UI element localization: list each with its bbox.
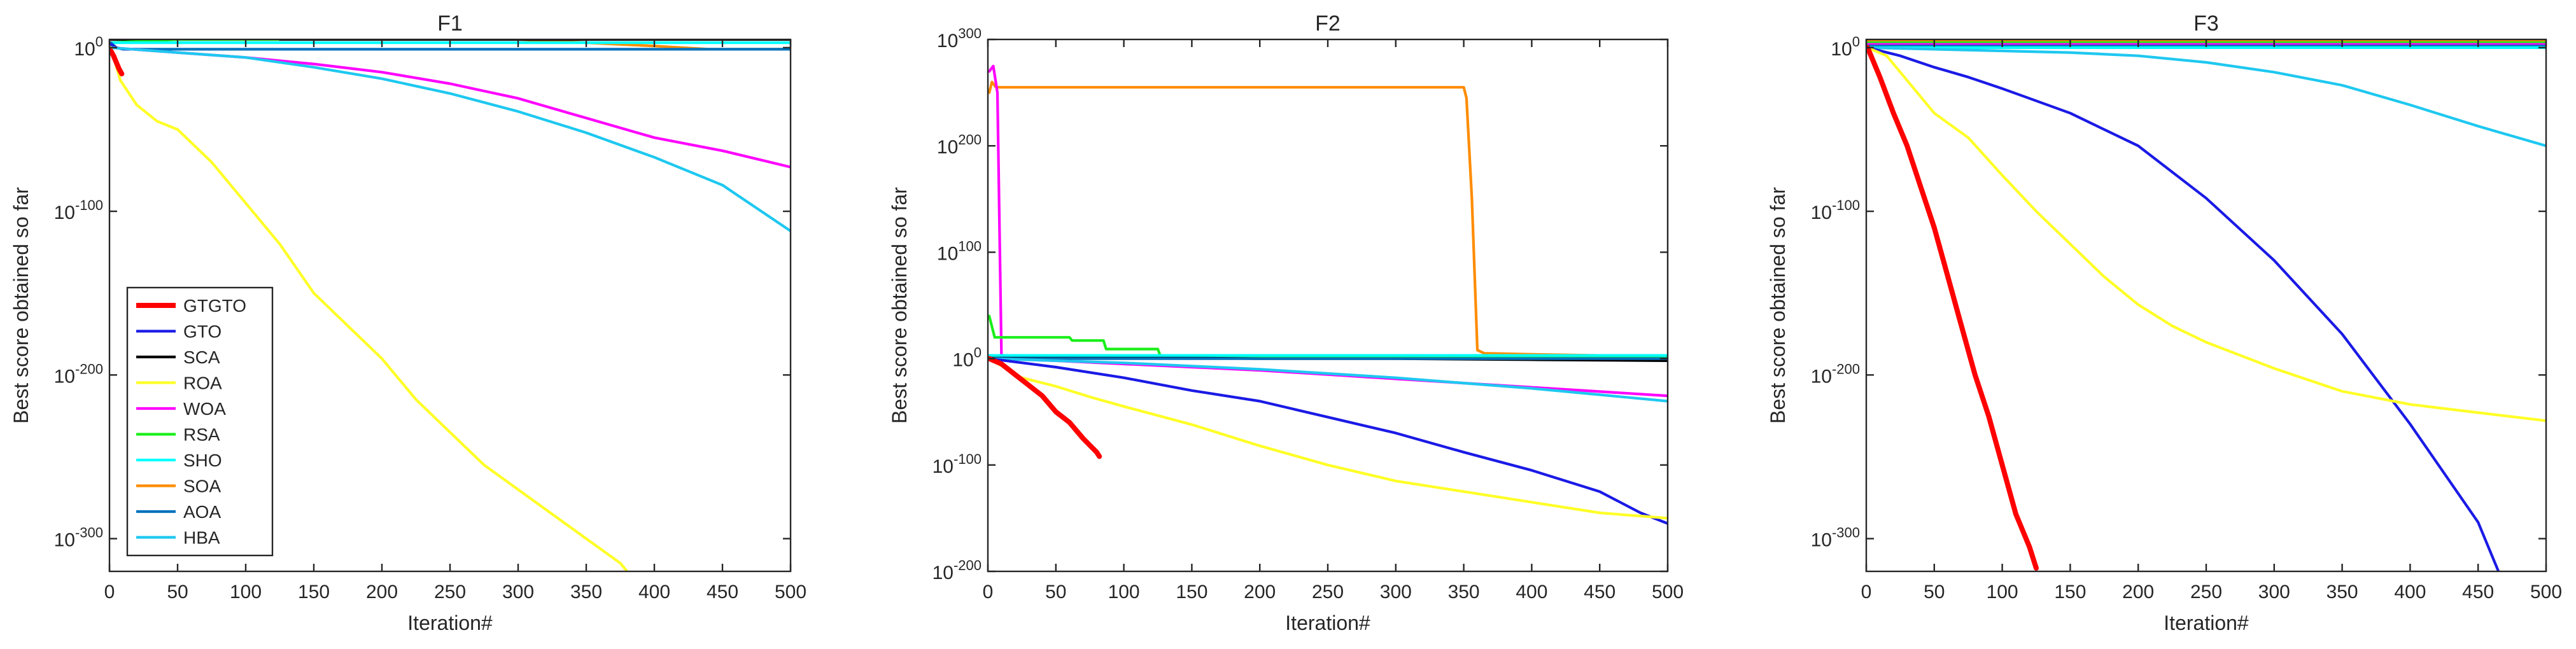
x-tick-label: 400 [1516,582,1547,603]
x-tick-label: 250 [1312,582,1344,603]
series-line-rsa [109,39,280,45]
y-tick-label: 10-300 [54,525,103,551]
x-tick-label: 200 [366,582,398,603]
x-tick-label: 450 [2462,582,2494,603]
series-line-gtgto [1866,45,2039,571]
chart-title: F1 [437,11,463,36]
series-line-hba [988,357,1668,403]
legend-label-gtgto: GTGTO [183,296,246,316]
chart-title: F2 [1315,11,1341,36]
series-group [988,64,1668,525]
x-tick-label: 50 [167,582,188,603]
legend-label-gto: GTO [183,322,222,342]
x-tick-label: 100 [1108,582,1140,603]
y-tick-label: 10-100 [1811,197,1860,223]
y-tick-label: 10300 [937,25,982,52]
plot-area [988,39,1668,571]
x-tick-label: 150 [298,582,330,603]
y-axis-label: Best score obtained so far [888,187,911,424]
y-tick-label: 100 [952,345,982,371]
series-line-gto [1866,46,2500,571]
y-tick-label: 10100 [937,238,982,264]
y-tick-label: 10-200 [54,361,103,387]
x-tick-label: 500 [1652,582,1684,603]
x-tick-label: 50 [1924,582,1945,603]
chart-title: F3 [2193,11,2219,36]
x-tick-label: 350 [2326,582,2358,603]
x-tick-label: 0 [104,582,115,603]
series-line-gto [988,357,1668,525]
x-tick-label: 300 [1380,582,1412,603]
x-tick-label: 250 [2190,582,2222,603]
x-tick-label: 350 [570,582,602,603]
x-tick-label: 100 [230,582,262,603]
series-line-roa [1866,46,2546,422]
chart-panel-3: 0 50 100 150 200 250 300 350 400 450 500 100 10-100 1… [1766,11,2562,634]
x-axis-label: Iteration# [407,611,493,634]
plot-area [1866,39,2546,571]
series-line-gtgto [109,48,125,76]
legend-label-woa: WOA [183,399,226,419]
y-axis-label: Best score obtained so far [1766,187,1789,424]
x-tick-label: 250 [434,582,466,603]
series-line-gtgto [988,356,1102,459]
x-tick-label: 150 [1176,582,1207,603]
series-line-roa [988,357,1668,520]
x-tick-label: 350 [1448,582,1480,603]
x-tick-label: 500 [2530,582,2562,603]
x-tick-label: 300 [502,582,534,603]
legend-label-aoa: AOA [183,502,221,522]
x-tick-label: 150 [2054,582,2086,603]
legend-label-rsa: RSA [183,425,220,445]
series-line-hba [1866,46,2546,148]
series-line-roa [109,46,629,571]
y-tick-label: 10-100 [933,451,982,477]
legend: GTGTO GTO SCA ROA WOA RSA SHO SOA AOA HBA [126,286,274,557]
legend-label-roa: ROA [183,373,222,393]
chart-panel-2: 0 50 100 150 200 250 300 350 400 450 500 10300 10200… [888,11,1684,634]
y-tick-label: 100 [1831,34,1860,60]
y-tick-label: 10-300 [1811,525,1860,551]
y-tick-label: 10-200 [933,557,982,583]
legend-label-sca: SCA [183,347,220,367]
legend-label-sho: SHO [183,450,222,470]
series-line-hba [109,46,791,233]
x-axis-label: Iteration# [1285,611,1370,634]
legend-label-soa: SOA [183,477,221,496]
x-tick-label: 300 [2258,582,2290,603]
y-tick-label: 10-200 [1811,361,1860,387]
x-axis-label: Iteration# [2164,611,2249,634]
x-tick-label: 0 [983,582,994,603]
y-tick-label: 100 [74,34,103,60]
x-tick-label: 450 [1584,582,1615,603]
y-tick-label: 10-100 [54,197,103,223]
x-tick-label: 400 [2394,582,2426,603]
x-tick-label: 0 [1861,582,1872,603]
y-tick-label: 10200 [937,132,982,158]
x-tick-label: 200 [1244,582,1276,603]
x-tick-label: 450 [707,582,738,603]
x-tick-label: 100 [1987,582,2018,603]
x-tick-label: 50 [1045,582,1066,603]
legend-label-hba: HBA [183,528,220,548]
x-tick-label: 400 [638,582,670,603]
y-axis-label: Best score obtained so far [10,187,32,424]
x-tick-label: 500 [775,582,806,603]
x-tick-label: 200 [2122,582,2154,603]
